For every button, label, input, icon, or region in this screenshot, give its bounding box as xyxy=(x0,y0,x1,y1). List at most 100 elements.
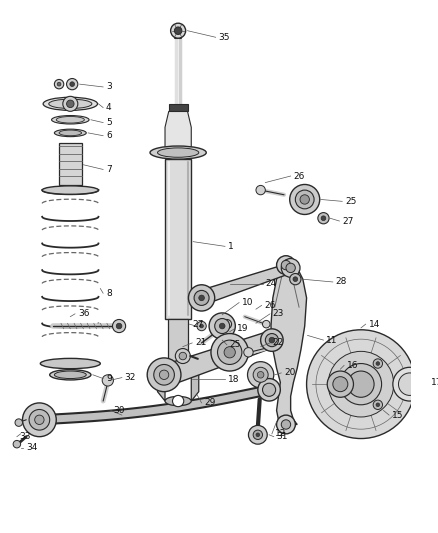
Circle shape xyxy=(222,319,232,329)
Circle shape xyxy=(256,185,265,195)
Circle shape xyxy=(261,329,283,351)
Circle shape xyxy=(300,195,309,204)
Circle shape xyxy=(247,362,274,388)
Ellipse shape xyxy=(56,117,85,123)
Circle shape xyxy=(63,96,78,111)
Circle shape xyxy=(376,403,380,407)
Circle shape xyxy=(281,259,300,277)
Text: 12: 12 xyxy=(275,430,286,438)
Circle shape xyxy=(218,340,242,365)
Text: 11: 11 xyxy=(326,336,338,345)
Circle shape xyxy=(159,370,169,379)
Bar xyxy=(59,143,81,185)
Ellipse shape xyxy=(49,369,91,380)
Text: 35: 35 xyxy=(219,33,230,42)
Circle shape xyxy=(253,367,268,382)
Bar xyxy=(168,319,188,370)
Circle shape xyxy=(376,362,380,366)
Bar xyxy=(169,104,187,111)
Text: 5: 5 xyxy=(106,118,112,127)
Circle shape xyxy=(256,433,260,437)
Text: 33: 33 xyxy=(20,432,31,441)
Circle shape xyxy=(154,365,174,385)
Ellipse shape xyxy=(165,397,191,406)
Circle shape xyxy=(175,349,191,364)
Circle shape xyxy=(15,419,22,426)
Circle shape xyxy=(102,375,113,386)
Text: 25: 25 xyxy=(230,340,241,349)
Circle shape xyxy=(295,190,314,209)
Ellipse shape xyxy=(150,146,206,159)
Circle shape xyxy=(258,378,280,401)
Circle shape xyxy=(171,23,186,38)
Text: 8: 8 xyxy=(106,289,112,298)
Polygon shape xyxy=(271,268,307,424)
Circle shape xyxy=(174,27,182,35)
Polygon shape xyxy=(158,370,165,401)
Circle shape xyxy=(373,400,382,409)
Circle shape xyxy=(318,213,329,224)
Text: 29: 29 xyxy=(205,398,216,407)
Circle shape xyxy=(269,337,275,343)
Ellipse shape xyxy=(49,99,92,109)
Ellipse shape xyxy=(43,97,98,110)
Ellipse shape xyxy=(158,148,199,157)
Circle shape xyxy=(327,371,353,397)
Circle shape xyxy=(57,82,61,86)
Polygon shape xyxy=(159,333,276,386)
Text: 26: 26 xyxy=(265,301,276,310)
Circle shape xyxy=(333,377,348,392)
Circle shape xyxy=(276,415,295,434)
Circle shape xyxy=(147,358,181,392)
Circle shape xyxy=(179,352,187,360)
Text: 9: 9 xyxy=(106,374,112,383)
Bar xyxy=(165,159,191,319)
Text: 3: 3 xyxy=(106,83,112,92)
Text: 34: 34 xyxy=(26,443,38,453)
Text: 19: 19 xyxy=(237,325,249,333)
Text: 32: 32 xyxy=(125,373,136,382)
Circle shape xyxy=(54,79,64,89)
Ellipse shape xyxy=(52,116,89,124)
Circle shape xyxy=(293,277,298,281)
Text: 21: 21 xyxy=(195,338,206,348)
Circle shape xyxy=(328,351,394,417)
Circle shape xyxy=(286,263,295,272)
Text: 10: 10 xyxy=(242,298,254,307)
Circle shape xyxy=(393,367,427,401)
Circle shape xyxy=(373,359,382,368)
Circle shape xyxy=(215,319,230,334)
Circle shape xyxy=(29,409,49,430)
Circle shape xyxy=(262,383,276,397)
Circle shape xyxy=(253,430,262,440)
Text: 18: 18 xyxy=(228,375,239,384)
Circle shape xyxy=(209,313,235,339)
Circle shape xyxy=(224,346,235,358)
Ellipse shape xyxy=(40,358,100,369)
Circle shape xyxy=(67,78,78,90)
Polygon shape xyxy=(191,370,199,401)
Text: 31: 31 xyxy=(276,432,288,441)
Ellipse shape xyxy=(54,129,86,136)
Text: 6: 6 xyxy=(106,131,112,140)
Circle shape xyxy=(348,371,374,397)
Text: 17: 17 xyxy=(431,378,438,387)
Circle shape xyxy=(188,285,215,311)
Circle shape xyxy=(35,415,44,424)
Circle shape xyxy=(281,420,291,429)
Text: 15: 15 xyxy=(392,410,403,419)
Text: 27: 27 xyxy=(342,216,353,225)
Circle shape xyxy=(290,184,320,214)
Circle shape xyxy=(340,364,381,405)
Text: 25: 25 xyxy=(345,197,357,206)
Polygon shape xyxy=(191,263,293,303)
Text: 30: 30 xyxy=(113,406,125,415)
Circle shape xyxy=(199,295,205,301)
Ellipse shape xyxy=(59,130,81,136)
Ellipse shape xyxy=(54,371,86,378)
Text: 22: 22 xyxy=(273,338,284,348)
Text: 23: 23 xyxy=(273,309,284,318)
Text: 27: 27 xyxy=(192,320,204,329)
Circle shape xyxy=(265,334,279,346)
Circle shape xyxy=(321,216,326,221)
